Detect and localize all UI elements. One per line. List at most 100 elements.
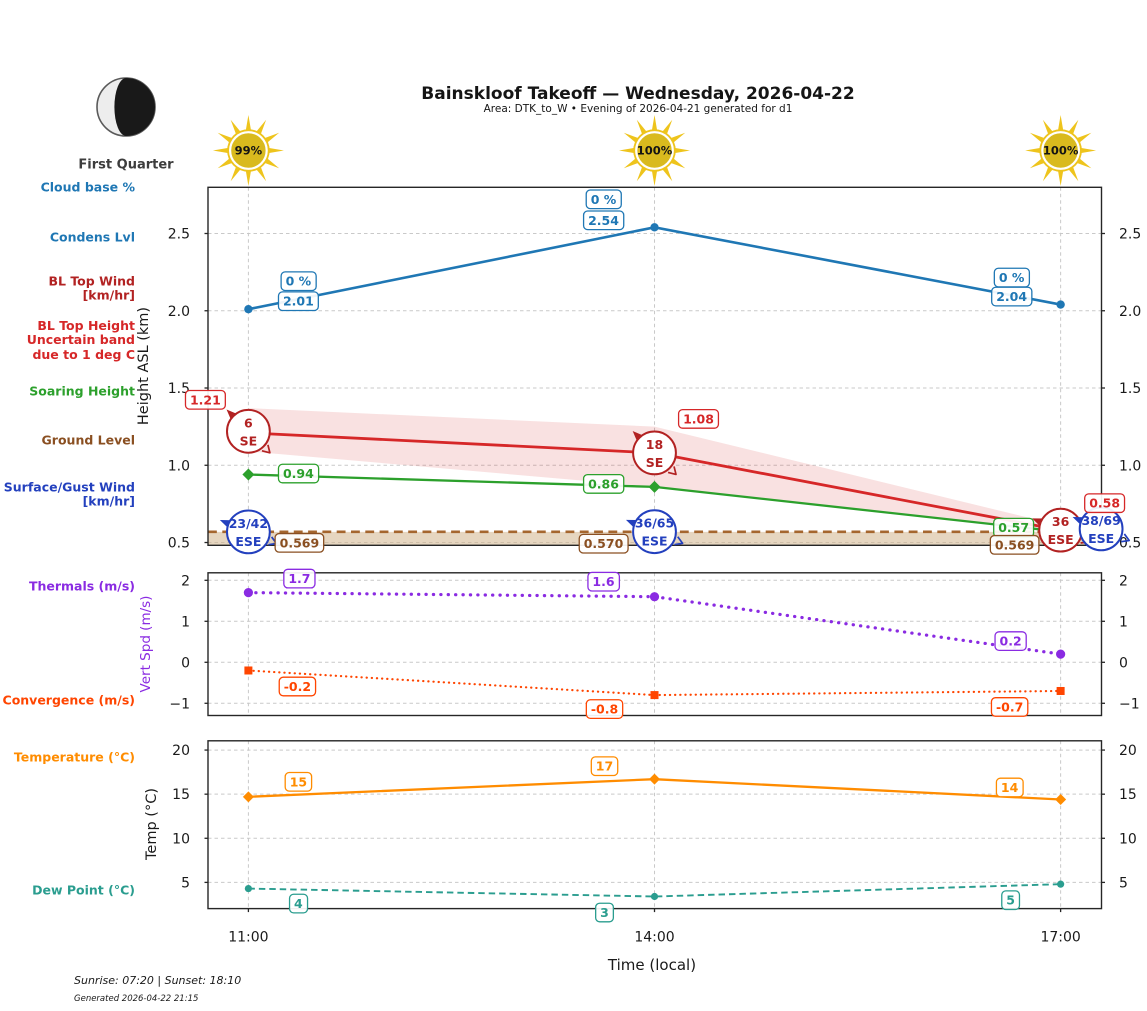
point-marker [242, 468, 255, 481]
y-tick-label-right: 1.0 [1119, 458, 1141, 474]
y-tick-label-left: 1 [181, 614, 190, 630]
page-title: Bainskloof Takeoff — Wednesday, 2026-04-… [421, 84, 855, 104]
value-label-dew_point: 4 [288, 893, 309, 914]
value-label-box [995, 777, 1024, 798]
value-label-text: 4 [294, 896, 303, 911]
point-marker [1056, 300, 1065, 309]
value-label-text: 0.570 [584, 536, 624, 551]
value-label-thermals: 0.2 [994, 631, 1027, 652]
value-label-thermals: 1.7 [283, 568, 316, 589]
value-label-text: 5 [1006, 893, 1015, 908]
wind-circle [632, 509, 677, 555]
value-label-box [578, 533, 629, 554]
value-label-box [587, 571, 621, 592]
y-tick-label-right: 20 [1119, 743, 1137, 759]
chart-2: −1 −1 0 0 1 1 2 2 1.7 1.6 0.2 -0.2 -0.8 -0.7 [169, 568, 1140, 720]
wind-dir-text: SE [240, 433, 258, 448]
y-tick-label-left: 5 [181, 875, 190, 891]
value-label-condens: 2.54 [582, 210, 625, 231]
value-label-text: -0.2 [284, 679, 311, 694]
value-label-text: 0.569 [995, 537, 1035, 552]
value-label-text: 2.04 [996, 289, 1027, 304]
wind-marker-bl_top_wind: 6 SE [226, 408, 271, 454]
value-label-box [284, 771, 313, 792]
wind-marker-bl_top_wind: 18 SE [632, 430, 677, 476]
wind-marker-bl_top_wind: 36 ESE [1032, 507, 1090, 553]
page-subtitle: Area: DTK_to_W • Evening of 2026-04-21 g… [483, 103, 793, 115]
point-marker [242, 791, 254, 803]
value-label-soaring: 0.86 [582, 473, 625, 494]
y-tick-label-right: −1 [1119, 696, 1140, 712]
value-label-dew_point: 5 [1001, 890, 1021, 911]
value-label-temperature: 15 [284, 771, 313, 792]
sun-icon: 99% [212, 115, 284, 186]
value-label-condens: 2.01 [277, 291, 319, 312]
wind-circle [632, 430, 677, 476]
sun-icon: 100% [1025, 115, 1097, 186]
wind-circle [226, 408, 271, 454]
value-label-convergence: -0.8 [585, 699, 624, 720]
sun-disc [635, 131, 674, 170]
moon-phase-label: First Quarter [78, 157, 174, 173]
wind-dir-text: SE [646, 455, 664, 470]
plots-layer: 0.5 0.5 1.0 1.0 1.5 1.5 2.0 2.0 2.5 2.5 6 SE 18 SE 36 E… [168, 115, 1141, 946]
wind-tail [1121, 533, 1131, 543]
point-marker [649, 592, 660, 602]
point-marker [1055, 793, 1067, 805]
x-tick-label: 14:00 [634, 930, 674, 946]
value-label-text: 0 % [591, 192, 617, 207]
wind-marker-surface_wind: 38/69 ESE [1072, 506, 1131, 552]
value-label-text: 0.2 [1000, 634, 1022, 649]
y-axis-label-temp: Temp (°C) [144, 788, 160, 861]
wind-tail [261, 444, 271, 454]
wind-speed-text: 23/42 [229, 516, 268, 531]
y-tick-label-right: 10 [1119, 831, 1137, 847]
value-label-box [585, 189, 622, 210]
y-tick-label-right: 2.5 [1119, 227, 1141, 243]
value-label-box [274, 532, 325, 553]
point-marker [244, 305, 253, 314]
legend-ground-level: Ground Level [41, 432, 135, 448]
value-label-box [677, 408, 720, 429]
value-label-condens: 2.04 [991, 286, 1033, 307]
y-tick-label-right: 15 [1119, 787, 1137, 803]
y-tick-label-right: 5 [1119, 875, 1128, 891]
wind-arrow-head [632, 431, 645, 443]
point-marker [1057, 880, 1065, 888]
legend-temperature: Temperature (°C) [13, 749, 135, 765]
value-label-box [989, 534, 1040, 555]
y-axis-label-vert-spd: Vert Spd (m/s) [138, 596, 154, 693]
sunrise-sunset-note: Sunrise: 07:20 | Sunset: 18:10 [74, 974, 242, 987]
axes-spines [207, 572, 1103, 717]
wind-dir-text: ESE [641, 534, 667, 549]
value-label-text: 17 [596, 759, 613, 774]
value-label-text: 14 [1001, 780, 1019, 795]
value-label-text: 1.6 [592, 574, 614, 589]
y-tick-label-right: 2.0 [1119, 304, 1141, 320]
axes-frame: 5 5 10 10 15 15 20 20 11:00 14:00 17:00 [172, 740, 1137, 946]
point-marker [650, 892, 659, 901]
legend-cloud-base: Cloud base % [40, 179, 135, 195]
cloud-base-label: 0 % [993, 267, 1031, 288]
chart-3: 5 5 10 10 15 15 20 20 11:00 14:00 17:00 15 17 14 4 3 5 [172, 740, 1137, 946]
value-label-convergence: -0.7 [990, 697, 1029, 717]
wind-speed-text: 38/69 [1081, 513, 1120, 528]
point-marker [650, 223, 659, 232]
legend-surface-gust-wind: Surface/Gust Wind [km/hr] [3, 478, 135, 509]
point-marker [244, 884, 252, 893]
value-label-box [1001, 890, 1021, 911]
value-label-text: 3 [600, 905, 609, 920]
value-label-bl_top_height: 1.08 [677, 408, 720, 429]
chart-1: 0.5 0.5 1.0 1.0 1.5 1.5 2.0 2.0 2.5 2.5 6 SE 18 SE 36 E… [168, 115, 1141, 555]
wind-marker-surface_wind: 23/42 ESE [219, 509, 278, 555]
value-label-ground: 0.569 [274, 532, 325, 553]
value-label-box [990, 697, 1029, 717]
value-label-soaring: 0.94 [277, 463, 320, 484]
wind-circle [226, 509, 271, 555]
y-tick-label-left: 0 [181, 655, 190, 671]
value-label-text: 0.86 [588, 476, 619, 491]
moon-phase-icon [96, 77, 156, 137]
value-label-text: 0.94 [283, 466, 314, 481]
